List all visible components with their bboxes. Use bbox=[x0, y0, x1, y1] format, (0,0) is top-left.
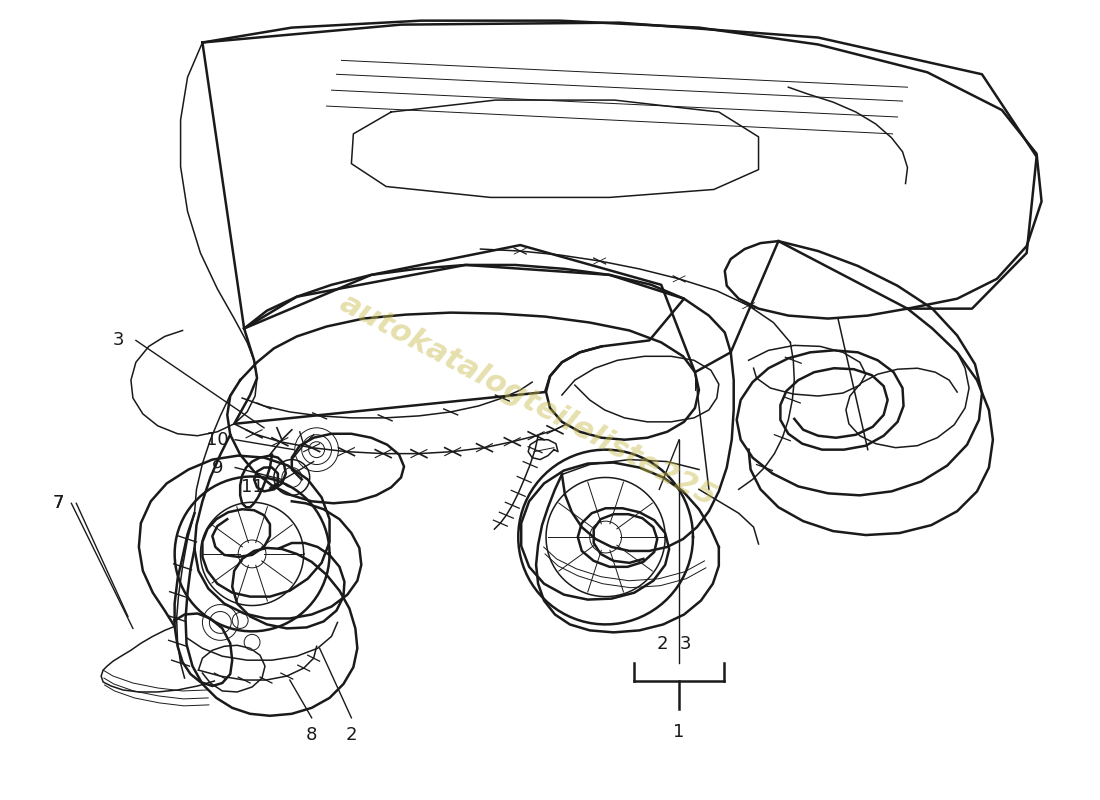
Text: 8: 8 bbox=[306, 726, 318, 744]
Text: 2  3: 2 3 bbox=[657, 635, 692, 654]
Text: 9: 9 bbox=[211, 458, 223, 477]
Text: 10: 10 bbox=[206, 430, 229, 449]
Text: 2: 2 bbox=[345, 726, 358, 744]
Text: 3: 3 bbox=[112, 331, 124, 350]
Text: autokatalogteileliste225: autokatalogteileliste225 bbox=[334, 288, 722, 512]
Text: 7: 7 bbox=[53, 494, 64, 512]
Text: 1: 1 bbox=[673, 722, 685, 741]
Text: 7: 7 bbox=[53, 494, 64, 512]
Text: 11: 11 bbox=[241, 478, 264, 496]
